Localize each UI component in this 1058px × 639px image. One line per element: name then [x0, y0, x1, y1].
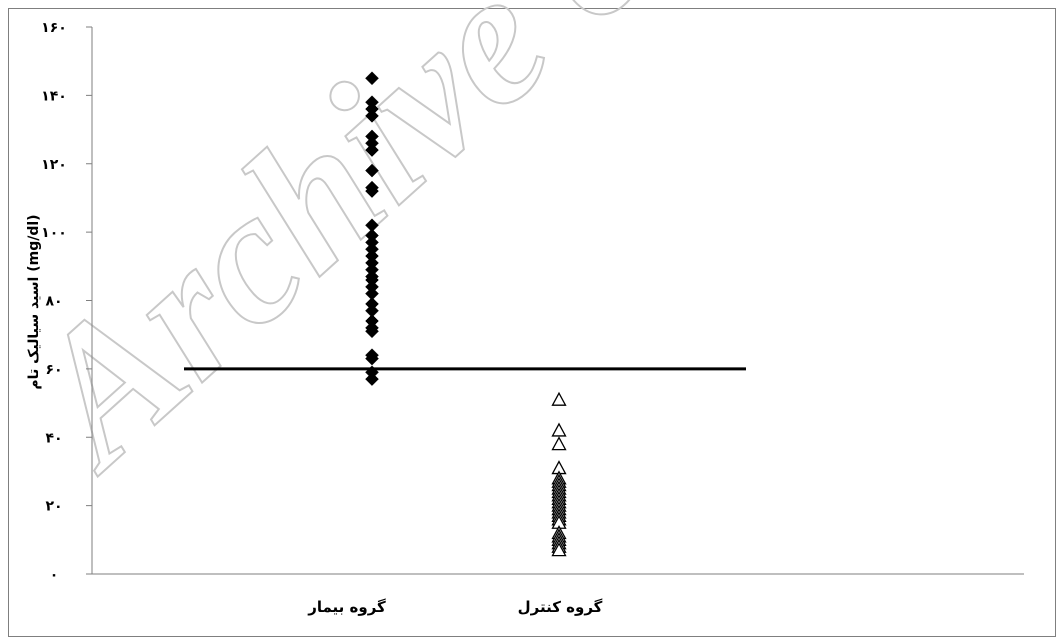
y-tick-label: ۱۶۰ [41, 20, 67, 36]
watermark-text: Archive of SID [0, 0, 1013, 509]
x-category-label: گروه بیمار [307, 598, 386, 616]
y-tick-label: ۲۰ [45, 499, 62, 515]
y-tick-label: ۴۰ [45, 430, 62, 446]
y-tick-label: ۱۲۰ [41, 157, 67, 173]
y-tick-label: ۶۰ [45, 362, 62, 378]
data-point-control [551, 422, 567, 437]
y-tick-label: ۱۴۰ [41, 88, 67, 104]
y-axis-label: اسید سیالیک تام (mg/dl) [26, 214, 42, 389]
data-point-patient [365, 163, 379, 178]
watermark: Archive of SID [0, 0, 1013, 509]
data-point-patient [365, 324, 379, 339]
data-point-patient [365, 71, 379, 86]
y-tick-label: ۰ [50, 567, 59, 583]
data-point-patient [365, 143, 379, 157]
data-point-patient [365, 351, 379, 366]
data-point-patient [365, 372, 379, 386]
y-tick-label: ۸۰ [45, 294, 62, 310]
chart-frame [8, 8, 1056, 637]
data-point-control [551, 542, 567, 557]
x-category-label: گروه کنترل [518, 598, 603, 616]
data-point-control [551, 436, 567, 451]
data-point-patient [365, 184, 379, 198]
y-tick-label: ۱۰۰ [41, 225, 67, 241]
data-point-control [551, 391, 567, 406]
data-point-patient [365, 109, 379, 123]
